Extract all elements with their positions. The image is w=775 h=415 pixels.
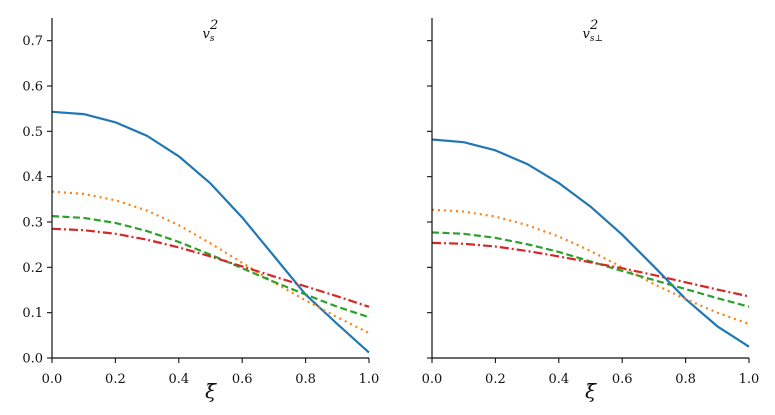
x-tick-label: 0.0 xyxy=(42,372,63,387)
panel-title: vs xyxy=(203,27,215,44)
y-tick-label: 0.3 xyxy=(22,216,43,231)
y-tick-label: 0.7 xyxy=(22,34,43,49)
x-tick-label: 0.6 xyxy=(232,372,253,387)
y-tick-label: 0.0 xyxy=(22,352,43,367)
series-line-dotted xyxy=(431,208,750,326)
x-tick-label: 0.0 xyxy=(422,372,443,387)
x-tick-label: 0.8 xyxy=(675,372,696,387)
x-tick-label: 0.2 xyxy=(105,372,126,387)
x-tick-label: 0.2 xyxy=(485,372,506,387)
x-axis-label: ξ̄ xyxy=(585,379,597,403)
chart-panel-1: 0.0 0.2 0.4 0.6 0.8 1.0 0.0 0.1 0.2 0.3 0.4 0.5 0.6 0… xyxy=(22,18,379,403)
y-tick-label: 0.2 xyxy=(22,261,43,276)
x-tick-label: 0.4 xyxy=(548,372,569,387)
chart-panel-2: 0.0 0.2 0.4 0.6 0.8 1.0 ξ̄ vs⊥2 xyxy=(422,18,760,403)
series-line-dashdot xyxy=(51,227,370,308)
x-tick-label: 0.4 xyxy=(168,372,189,387)
series-line-solid xyxy=(51,110,370,354)
x-tick-label: 1.0 xyxy=(359,372,380,387)
y-tick-label: 0.4 xyxy=(22,170,43,185)
y-tick-label: 0.5 xyxy=(22,125,43,140)
x-tick-label: 0.6 xyxy=(612,372,633,387)
series-line-dashed xyxy=(51,215,370,319)
panel-title-superscript: 2 xyxy=(589,18,598,33)
panel-title: vs⊥ xyxy=(583,27,603,44)
x-tick-label: 0.8 xyxy=(295,372,316,387)
x-tick-label: 1.0 xyxy=(739,372,760,387)
series-line-dotted xyxy=(51,190,370,335)
series-line-solid xyxy=(431,138,750,348)
series-line-dashdot xyxy=(431,241,750,298)
y-tick-label: 0.6 xyxy=(22,80,43,95)
y-tick-label: 0.1 xyxy=(22,306,43,321)
series-line-dashed xyxy=(431,231,750,308)
panel-title-superscript: 2 xyxy=(209,18,218,33)
x-axis-label: ξ̄ xyxy=(205,379,217,403)
